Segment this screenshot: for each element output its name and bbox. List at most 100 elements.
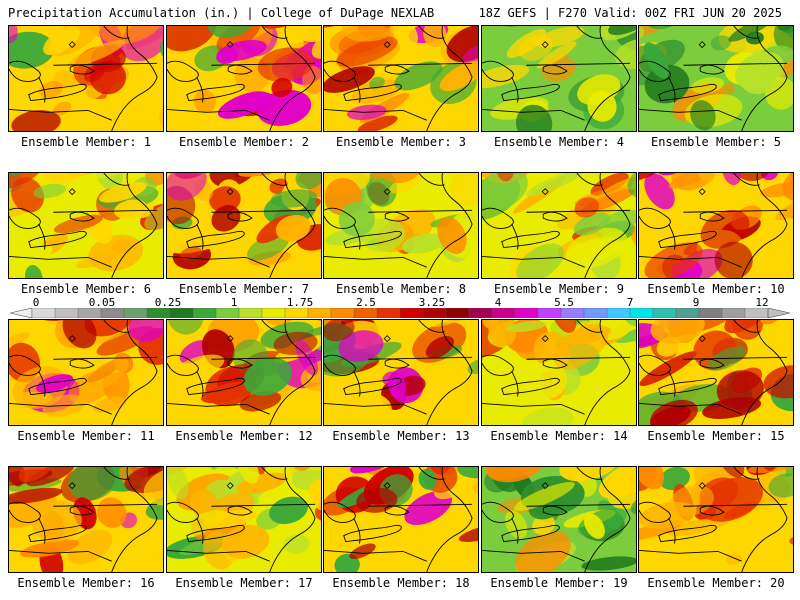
station-marker-icon	[698, 482, 706, 490]
geographic-boundary-line	[196, 76, 204, 103]
precip-contour-blob	[581, 556, 636, 571]
geographic-boundary-line	[167, 108, 270, 121]
precip-contour-blob	[505, 210, 556, 248]
geographic-boundary-line	[668, 517, 676, 544]
geographic-boundary-line	[741, 320, 788, 425]
geographic-boundary-line	[324, 108, 427, 121]
precip-contour-blob	[44, 173, 98, 184]
precip-contour-blob	[67, 40, 126, 67]
ensemble-map-panel	[323, 466, 479, 573]
geographic-boundary-line	[658, 524, 717, 543]
geographic-boundary-line	[733, 26, 760, 39]
ensemble-map-panel	[481, 319, 637, 426]
colorbar-tick-label: 1.75	[286, 296, 314, 309]
precip-contour-blob	[257, 47, 314, 82]
geographic-boundary-line	[9, 354, 41, 376]
geographic-boundary-line	[699, 505, 725, 516]
geographic-boundary-line	[542, 358, 568, 369]
precip-contour-blob	[334, 553, 360, 572]
geographic-boundary-line	[324, 501, 356, 523]
colorbar-swatch	[491, 308, 516, 318]
station-marker-icon	[226, 188, 234, 196]
ensemble-map-panel	[323, 25, 479, 132]
geographic-boundary-line	[353, 517, 361, 544]
precip-contour-blob	[747, 467, 793, 474]
geographic-boundary-line	[482, 354, 514, 376]
precip-contour-blob	[615, 26, 636, 51]
precip-contour-blob	[349, 543, 376, 559]
precip-field-map	[9, 26, 163, 131]
colorbar-tick-label: 0	[32, 296, 40, 309]
precip-contour-blob	[143, 467, 163, 506]
ensemble-map-panel	[323, 319, 479, 426]
geographic-boundary-line	[343, 524, 402, 543]
precip-contour-blob	[308, 479, 321, 513]
geographic-boundary-line	[9, 501, 41, 523]
precip-contour-blob	[575, 61, 597, 80]
ensemble-map-panel	[8, 25, 164, 132]
precip-field-map	[482, 173, 636, 278]
ensemble-member-label: Ensemble Member: 12	[175, 429, 313, 443]
geographic-boundary-line	[343, 83, 402, 102]
precip-contour-blob	[350, 467, 401, 474]
colorbar-swatch	[353, 308, 378, 318]
geographic-boundary-line	[111, 173, 158, 278]
ensemble-member-label: Ensemble Member: 18	[332, 576, 470, 590]
colorbar-left-arrow	[10, 308, 33, 318]
geographic-boundary-line	[9, 255, 112, 268]
geographic-boundary-line	[111, 467, 158, 572]
precip-contour-blob	[336, 36, 398, 67]
precip-contour-blob	[128, 320, 163, 342]
colorbar-swatch	[537, 308, 562, 318]
precip-contour-blob	[269, 496, 308, 525]
precip-contour-blob	[639, 26, 645, 41]
geographic-boundary-line	[501, 83, 560, 102]
geographic-boundary-line	[482, 255, 585, 268]
precip-contour-blob	[24, 264, 43, 278]
model-run-info: 18Z GEFS | F270 Valid: 00Z FRI JUN 20 20…	[478, 6, 782, 20]
geographic-boundary-line	[9, 207, 41, 229]
ensemble-map-panel	[481, 25, 637, 132]
geographic-boundary-line	[584, 26, 631, 131]
geographic-boundary-line	[353, 223, 361, 250]
precip-contour-blob	[777, 26, 793, 31]
precip-contour-blob	[775, 195, 793, 221]
precip-contour-blob	[608, 26, 636, 36]
colorbar-swatch	[629, 308, 654, 318]
colorbar-right-arrow	[767, 308, 790, 318]
geographic-boundary-line	[261, 173, 288, 186]
precip-contour-blob	[9, 409, 49, 425]
precip-contour-blob	[179, 246, 202, 260]
precip-contour-blob	[257, 89, 312, 126]
colorbar-swatch	[376, 308, 401, 318]
geographic-boundary-line	[53, 209, 158, 213]
geographic-boundary-line	[511, 223, 519, 250]
geographic-boundary-line	[639, 549, 742, 562]
geographic-boundary-line	[741, 26, 788, 131]
precip-contour-blob	[550, 320, 577, 333]
colorbar-swatch	[468, 308, 493, 318]
geographic-boundary-line	[426, 320, 473, 425]
geographic-boundary-line	[482, 501, 514, 523]
precip-contour-blob	[659, 467, 690, 491]
geographic-boundary-line	[324, 207, 356, 229]
precip-contour-blob	[710, 35, 731, 51]
colorbar-swatch	[652, 308, 677, 318]
geographic-boundary-line	[658, 83, 717, 102]
geographic-boundary-line	[167, 354, 199, 376]
geographic-boundary-line	[103, 320, 130, 333]
precip-contour-blob	[644, 242, 703, 278]
precip-field-map	[324, 26, 478, 131]
ensemble-member-label: Ensemble Member: 7	[178, 282, 310, 296]
precip-contour-blob	[236, 472, 287, 494]
precip-contour-blob	[257, 489, 280, 503]
colorbar-swatch	[215, 308, 240, 318]
precip-contour-blob	[82, 357, 129, 393]
geographic-boundary-line	[269, 26, 316, 131]
geographic-boundary-line	[28, 83, 87, 102]
geographic-boundary-line	[511, 517, 519, 544]
ensemble-member-label: Ensemble Member: 3	[335, 135, 467, 149]
precip-contour-blob	[111, 239, 132, 255]
geographic-boundary-line	[211, 503, 316, 507]
colorbar-swatch	[54, 308, 79, 318]
